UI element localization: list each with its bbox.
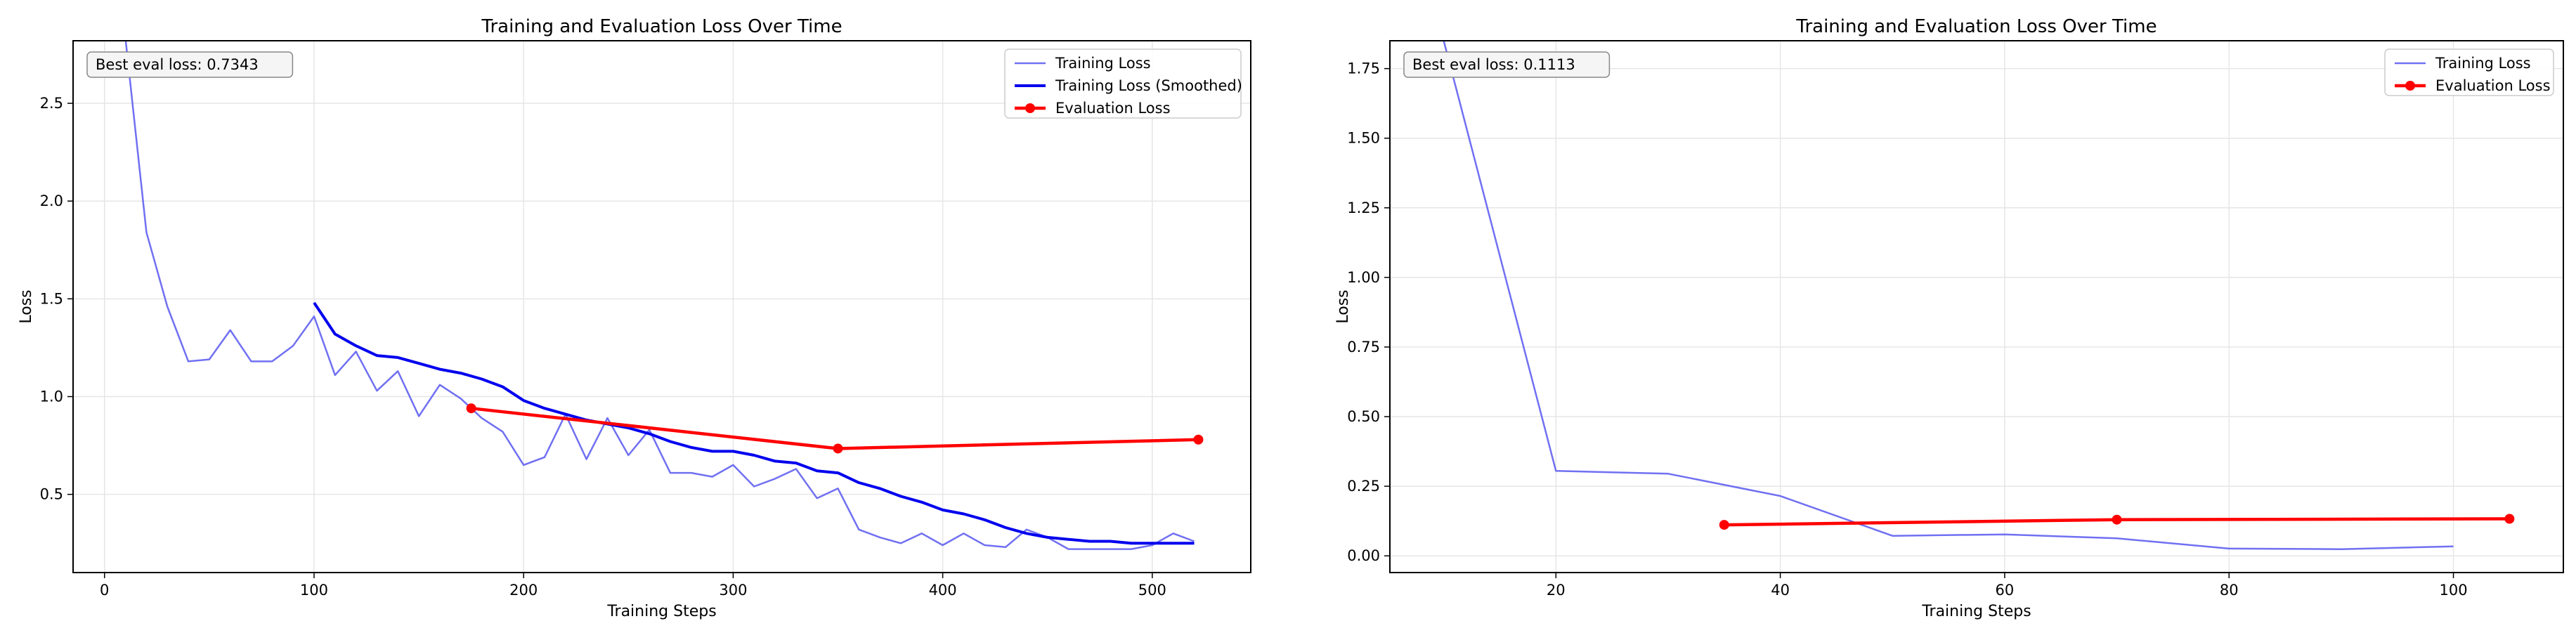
x-tick-label: 80 [2220, 582, 2239, 599]
chart-panel-1: 0 100 200 300 400 500 0.5 1.0 1.5 2.0 2.5 Training … [18, 16, 1251, 620]
chart-title: Training and Evaluation Loss Over Time [1795, 16, 2157, 37]
y-tick-label: 0.25 [1347, 478, 1380, 495]
best-eval-text: Best eval loss: 0.7343 [96, 56, 259, 73]
series-group [124, 41, 1204, 550]
annotation-box [86, 51, 294, 78]
y-tick-label: 1.0 [40, 388, 63, 405]
legend-entry: Training Loss [1015, 55, 1151, 72]
y-tick-label: 0.50 [1347, 408, 1380, 425]
legend-label: Training Loss (Smoothed) [1055, 77, 1242, 94]
x-tick-label: 200 [509, 582, 538, 599]
x-tick-label: 40 [1771, 582, 1790, 599]
plot-frame [72, 40, 1251, 573]
legend-label: Training Loss [2435, 55, 2531, 72]
x-axis-label: Training Steps [606, 603, 716, 620]
series-group [1443, 41, 2515, 550]
plot-frame [1389, 40, 2564, 573]
legend: Training Loss Evaluation Loss [2384, 48, 2554, 96]
legend-box [1004, 48, 1242, 119]
data-point-evaluation-loss [466, 403, 476, 414]
x-tick-label: 300 [719, 582, 747, 599]
y-tick-label: 0.00 [1347, 547, 1380, 564]
y-tick-label: 0.5 [40, 486, 63, 503]
y-tick-label: 2.0 [40, 192, 63, 209]
y-tick-label: 1.5 [40, 290, 63, 307]
data-point-evaluation-loss [1719, 520, 1729, 530]
data-point-evaluation-loss [2112, 514, 2122, 525]
data-point-evaluation-loss [833, 443, 843, 454]
y-tick-label: 0.75 [1347, 339, 1380, 355]
best-eval-text: Best eval loss: 0.1113 [1412, 56, 1575, 73]
data-point-evaluation-loss [1193, 434, 1204, 445]
legend-entry: Training Loss (Smoothed) [1015, 77, 1242, 94]
series-line-training-loss [1443, 41, 2454, 550]
legend-entry: Evaluation Loss [2395, 77, 2551, 94]
series-line-evaluation-loss [471, 406, 1199, 450]
series-line-training-loss-smoothed [313, 301, 1195, 545]
legend-box [2384, 48, 2554, 96]
chart-title: Training and Evaluation Loss Over Time [481, 16, 842, 37]
legend-label: Evaluation Loss [2435, 77, 2551, 94]
legend: Training Loss Training Loss (Smoothed) Eva… [1004, 48, 1242, 119]
series-line-training-loss [124, 41, 1195, 550]
x-tick-label: 100 [2439, 582, 2467, 599]
legend-label: Evaluation Loss [1055, 100, 1171, 117]
y-axis-label: Loss [1334, 289, 1352, 323]
legend-entry: Evaluation Loss [1015, 100, 1171, 117]
y-tick-label: 1.00 [1347, 269, 1380, 286]
y-tick-label: 1.50 [1347, 130, 1380, 147]
x-axis-label: Training Steps [1921, 603, 2031, 620]
legend-marker [2405, 81, 2415, 91]
legend-entry: Training Loss [2395, 55, 2531, 72]
y-tick-label: 1.25 [1347, 200, 1380, 216]
best-eval-annotation: Best eval loss: 0.1113 [1403, 51, 1611, 78]
data-point-evaluation-loss [2504, 514, 2515, 524]
legend-label: Training Loss [1055, 55, 1151, 72]
annotation-box [1403, 51, 1611, 78]
best-eval-annotation: Best eval loss: 0.7343 [86, 51, 294, 78]
x-tick-label: 60 [1996, 582, 2015, 599]
y-axis-label: Loss [18, 289, 35, 323]
legend-marker [1025, 103, 1035, 113]
x-tick-label: 0 [100, 582, 109, 599]
y-tick-label: 1.75 [1347, 60, 1380, 77]
chart-panel-2: 20 40 60 80 100 0.00 0.25 0.50 0.75 1.00 1.25 1.50 1… [1334, 16, 2564, 620]
y-tick-label: 2.5 [40, 95, 63, 112]
x-tick-label: 100 [300, 582, 328, 599]
x-tick-label: 500 [1138, 582, 1166, 599]
x-tick-label: 400 [929, 582, 957, 599]
x-tick-label: 20 [1547, 582, 1566, 599]
